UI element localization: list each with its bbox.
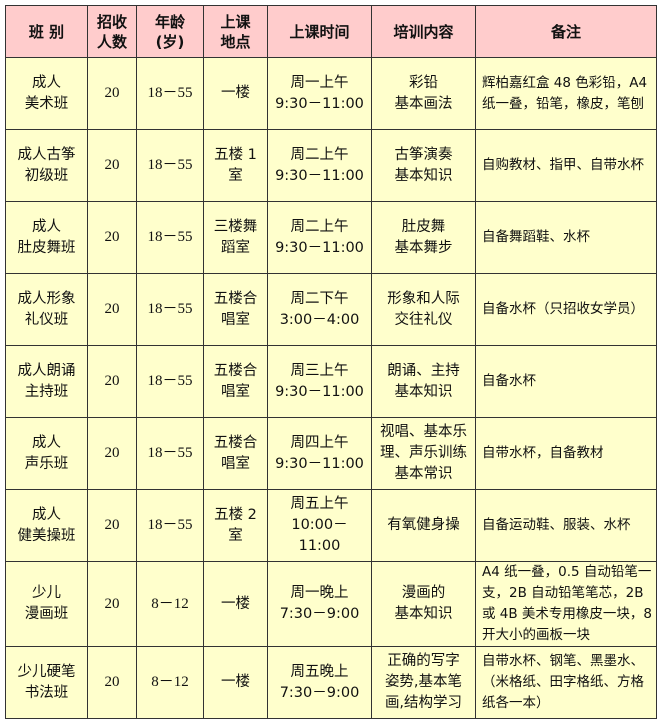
cell-remarks: A4 纸一叠，0.5 自动铅笔一支，2B 自动铅笔笔芯，2B 或 4B 美术专用…: [475, 561, 657, 647]
table-row: 少儿 漫画班 20 8－12 一楼 周一晚上 7:30－9:00 漫画的 基本知识 A4 纸…: [5, 561, 657, 647]
cell-class-name: 成人 肚皮舞班: [5, 201, 88, 274]
cell-content: 肚皮舞 基本舞步: [371, 201, 476, 274]
cell-location: 五楼合 唱室: [203, 417, 268, 490]
cell-location: 一楼: [203, 561, 268, 647]
cell-location: 五楼 1 室: [203, 129, 268, 202]
header-class-name: 班 别: [5, 5, 88, 58]
cell-time: 周一上午 9:30－11:00: [267, 57, 372, 130]
cell-time: 周四上午 9:30－11:00: [267, 417, 372, 490]
cell-age: 18－55: [136, 201, 204, 274]
header-enrollment: 招收 人数: [87, 5, 137, 58]
cell-content: 形象和人际 交往礼仪: [371, 273, 476, 346]
table-row: 成人 美术班 20 18－55 一楼 周一上午 9:30－11:00 彩铅 基本画法 辉柏嘉…: [5, 57, 657, 130]
header-content: 培训内容: [371, 5, 476, 58]
cell-age: 18－55: [136, 57, 204, 130]
cell-location: 一楼: [203, 646, 268, 719]
cell-age: 8－12: [136, 561, 204, 647]
cell-location: 五楼合 唱室: [203, 345, 268, 418]
cell-enrollment: 20: [87, 345, 137, 418]
cell-enrollment: 20: [87, 417, 137, 490]
cell-location: 三楼舞 蹈室: [203, 201, 268, 274]
cell-time: 周三上午 9:30－11:00: [267, 345, 372, 418]
cell-age: 18－55: [136, 417, 204, 490]
table-row: 成人朗诵 主持班 20 18－55 五楼合 唱室 周三上午 9:30－11:00 朗诵、主…: [5, 345, 657, 418]
cell-age: 8－12: [136, 646, 204, 719]
cell-remarks: 自购教材、指甲、自带水杯: [475, 129, 657, 202]
cell-content: 视唱、基本乐 理、声乐训练 基本常识: [371, 417, 476, 490]
cell-time: 周五上午 10:00－11:00: [267, 489, 372, 562]
cell-enrollment: 20: [87, 129, 137, 202]
cell-time: 周二上午 9:30－11:00: [267, 129, 372, 202]
cell-enrollment: 20: [87, 57, 137, 130]
cell-age: 18－55: [136, 345, 204, 418]
table-row: 成人古筝 初级班 20 18－55 五楼 1 室周二上午 9:30－11:00 古筝演奏…: [5, 129, 657, 202]
cell-age: 18－55: [136, 489, 204, 562]
cell-class-name: 成人古筝 初级班: [5, 129, 88, 202]
cell-time: 周一晚上 7:30－9:00: [267, 561, 372, 647]
cell-content: 有氧健身操: [371, 489, 476, 562]
header-time: 上课时间: [267, 5, 372, 58]
cell-time: 周五晚上 7:30－9:00: [267, 646, 372, 719]
cell-location: 五楼合 唱室: [203, 273, 268, 346]
header-age: 年龄 (岁): [136, 5, 204, 58]
cell-class-name: 少儿硬笔 书法班: [5, 646, 88, 719]
cell-location: 一楼: [203, 57, 268, 130]
cell-content: 朗诵、主持 基本知识: [371, 345, 476, 418]
cell-class-name: 成人朗诵 主持班: [5, 345, 88, 418]
cell-class-name: 成人 美术班: [5, 57, 88, 130]
cell-age: 18－55: [136, 129, 204, 202]
cell-content: 古筝演奏 基本知识: [371, 129, 476, 202]
cell-remarks: 自备水杯（只招收女学员）: [475, 273, 657, 346]
cell-time: 周二下午 3:00－4:00: [267, 273, 372, 346]
cell-class-name: 成人 健美操班: [5, 489, 88, 562]
cell-class-name: 成人 声乐班: [5, 417, 88, 490]
cell-time: 周二上午 9:30－11:00: [267, 201, 372, 274]
cell-location: 五楼 2 室: [203, 489, 268, 562]
header-remarks: 备注: [475, 5, 657, 58]
cell-enrollment: 20: [87, 273, 137, 346]
cell-enrollment: 20: [87, 489, 137, 562]
header-row: 班 别招收 人数 年龄 (岁) 上课 地点 上课时间 培训内容 备注: [5, 5, 657, 58]
class-schedule-table: 班 别招收 人数 年龄 (岁) 上课 地点 上课时间 培训内容 备注 成人 美术班 20 18…: [5, 5, 657, 719]
cell-class-name: 成人形象 礼仪班: [5, 273, 88, 346]
cell-remarks: 自备运动鞋、服装、水杯: [475, 489, 657, 562]
table-row: 少儿硬笔 书法班 20 8－12 一楼 周五晚上 7:30－9:00 正确的写字 姿势,基…: [5, 646, 657, 719]
cell-enrollment: 20: [87, 201, 137, 274]
cell-remarks: 自备舞蹈鞋、水杯: [475, 201, 657, 274]
table-row: 成人 声乐班 20 18－55 五楼合 唱室 周四上午 9:30－11:00 视唱、基本乐…: [5, 417, 657, 490]
cell-content: 漫画的 基本知识: [371, 561, 476, 647]
cell-content: 彩铅 基本画法: [371, 57, 476, 130]
cell-enrollment: 20: [87, 561, 137, 647]
cell-content: 正确的写字 姿势,基本笔 画,结构学习: [371, 646, 476, 719]
cell-remarks: 自备水杯: [475, 345, 657, 418]
table-row: 成人 健美操班 20 18－55 五楼 2 室周五上午 10:00－11:00 有氧健身…: [5, 489, 657, 562]
cell-enrollment: 20: [87, 646, 137, 719]
cell-age: 18－55: [136, 273, 204, 346]
table-row: 成人 肚皮舞班 20 18－55 三楼舞 蹈室 周二上午 9:30－11:00 肚皮舞 基…: [5, 201, 657, 274]
cell-class-name: 少儿 漫画班: [5, 561, 88, 647]
cell-remarks: 自带水杯，自备教材: [475, 417, 657, 490]
cell-remarks: 自带水杯、钢笔、黑墨水、（米格纸、田字格纸、方格纸各一本）: [475, 646, 657, 719]
table-row: 成人形象 礼仪班 20 18－55 五楼合 唱室 周二下午 3:00－4:00 形象和人际…: [5, 273, 657, 346]
header-location: 上课 地点: [203, 5, 268, 58]
cell-remarks: 辉柏嘉红盒 48 色彩铅，A4 纸一叠，铅笔，橡皮，笔刨: [475, 57, 657, 130]
